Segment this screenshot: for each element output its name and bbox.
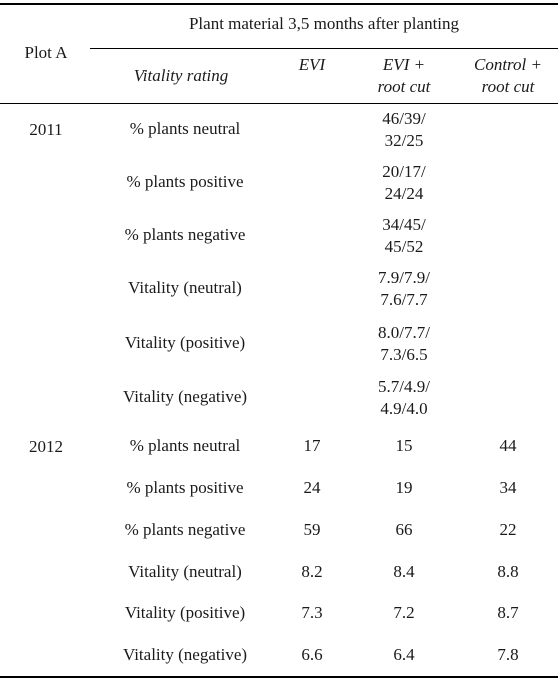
cell-evi: 8.2	[301, 562, 323, 581]
cell-line: 20/17/	[382, 162, 426, 181]
span-rule	[90, 48, 558, 49]
cell-control-root-cut: 44	[499, 436, 517, 455]
cell-line: 46/39/	[382, 109, 426, 128]
row-label: Vitality (positive)	[124, 333, 246, 352]
header-rule	[0, 103, 558, 104]
row-label: % plants neutral	[129, 119, 241, 138]
cell-line: 45/52	[384, 237, 424, 256]
row-label: % plants positive	[126, 172, 244, 191]
year-label-2011: 2011	[29, 120, 63, 139]
cell-line: 8.0/7.7/	[378, 323, 430, 342]
stub-header: Plot A	[24, 43, 68, 62]
cell-evi-root-cut: 7.9/7.9/ 7.6/7.7	[364, 267, 444, 311]
column-header-evi-root-cut-line1: EVI +	[382, 55, 426, 74]
cell-evi: 24	[303, 478, 321, 497]
column-header-control-root-cut: Control + root cut	[458, 54, 558, 98]
row-label: Vitality (neutral)	[128, 278, 242, 297]
cell-control-root-cut: 22	[499, 520, 517, 539]
row-label: Vitality (negative)	[122, 645, 248, 664]
column-header-evi-root-cut: EVI + root cut	[364, 54, 444, 98]
bottom-rule	[0, 676, 558, 678]
cell-line: 5.7/4.9/	[378, 377, 430, 396]
column-header-vitality-rating: Vitality rating	[133, 66, 229, 85]
cell-evi-root-cut: 5.7/4.9/ 4.9/4.0	[364, 376, 444, 420]
column-header-evi: EVI	[298, 55, 326, 74]
cell-evi-root-cut: 66	[395, 520, 413, 539]
row-label: % plants neutral	[129, 436, 241, 455]
cell-control-root-cut: 7.8	[497, 645, 519, 664]
cell-evi-root-cut: 34/45/ 45/52	[364, 214, 444, 258]
row-label: Vitality (neutral)	[128, 562, 242, 581]
cell-line: 7.9/7.9/	[378, 268, 430, 287]
row-label: % plants negative	[124, 225, 246, 244]
cell-evi: 7.3	[301, 603, 323, 622]
row-label: Vitality (positive)	[124, 603, 246, 622]
cell-evi-root-cut: 20/17/ 24/24	[364, 161, 444, 205]
cell-evi-root-cut: 19	[395, 478, 413, 497]
row-label: Vitality (negative)	[122, 387, 248, 406]
column-header-control-line2: root cut	[481, 77, 535, 96]
year-label-2012: 2012	[29, 437, 63, 456]
top-rule	[0, 3, 558, 5]
span-header: Plant material 3,5 months after planting	[188, 14, 460, 33]
cell-evi-root-cut: 8.4	[393, 562, 415, 581]
column-header-evi-root-cut-line2: root cut	[377, 77, 431, 96]
cell-evi: 17	[303, 436, 321, 455]
cell-evi-root-cut: 7.2	[393, 603, 415, 622]
row-label: % plants negative	[124, 520, 246, 539]
cell-control-root-cut: 8.7	[497, 603, 519, 622]
cell-line: 32/25	[384, 131, 424, 150]
cell-evi-root-cut: 46/39/ 32/25	[364, 108, 444, 152]
cell-line: 7.3/6.5	[380, 345, 428, 364]
column-header-control-line1: Control +	[474, 55, 542, 74]
cell-evi: 6.6	[301, 645, 323, 664]
cell-control-root-cut: 34	[499, 478, 517, 497]
cell-evi-root-cut: 6.4	[393, 645, 415, 664]
cell-line: 4.9/4.0	[380, 399, 428, 418]
cell-evi-root-cut: 8.0/7.7/ 7.3/6.5	[364, 322, 444, 366]
cell-line: 7.6/7.7	[380, 290, 428, 309]
row-label: % plants positive	[126, 478, 244, 497]
cell-control-root-cut: 8.8	[497, 562, 519, 581]
cell-evi-root-cut: 15	[395, 436, 413, 455]
cell-line: 34/45/	[382, 215, 426, 234]
cell-line: 24/24	[384, 184, 424, 203]
cell-evi: 59	[303, 520, 321, 539]
